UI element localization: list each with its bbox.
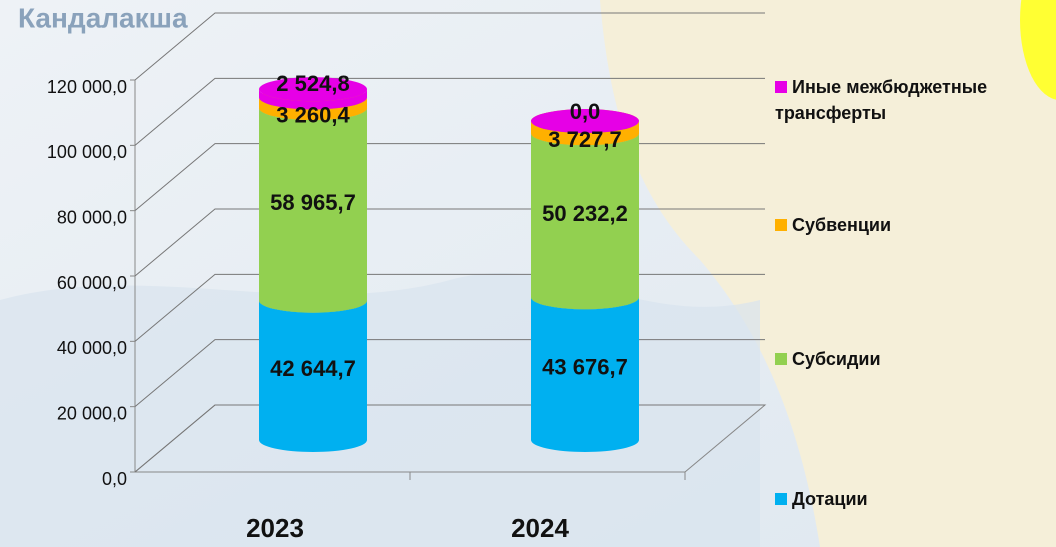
value-label: 3 260,4 [276,103,350,128]
cylinder-segment [259,108,367,313]
legend-entry: Дотации [775,486,1055,512]
legend-label: Иные межбюджетные трансферты [775,77,988,123]
cylinder-segment [259,89,367,110]
cylinder-top [531,109,639,134]
legend-label: Дотации [792,489,868,509]
legend-entry: Иные межбюджетные трансферты [775,74,1055,126]
cylinder-top [259,77,367,102]
cylinder-segment [259,300,367,452]
grid-line [134,12,765,81]
legend-swatch [775,353,787,365]
cylinder-segment [531,133,639,310]
cylinder-segment [531,297,639,452]
value-label: 0,0 [570,99,601,124]
x-tick-label: 2024 [511,513,569,543]
y-tick-label: 40 000,0 [57,338,127,358]
legend-swatch [775,81,787,93]
y-tick-label: 120 000,0 [47,77,127,97]
grid-line [134,77,765,146]
cylinder-segment [531,121,639,146]
y-tick-label: 20 000,0 [57,403,127,423]
legend-label: Субвенции [792,215,892,235]
value-label: 3 727,7 [548,127,621,152]
value-label: 2 524,8 [276,71,349,96]
value-label: 58 965,7 [270,190,356,215]
cylinder-segment [259,97,367,121]
y-tick-label: 100 000,0 [47,142,127,162]
value-label: 50 232,2 [542,201,628,226]
y-tick-label: 60 000,0 [57,273,127,293]
map-land [600,0,1056,547]
map-label: Кандалакша [18,2,188,33]
y-tick-label: 0,0 [102,469,127,489]
legend-swatch [775,493,787,505]
x-tick-label: 2023 [246,513,304,543]
map-shape [1020,0,1056,100]
value-label: 42 644,7 [270,356,356,381]
value-label: 43 676,7 [542,354,628,379]
legend-label: Субсидии [792,349,881,369]
legend-entry: Субвенции [775,212,1055,238]
legend-swatch [775,219,787,231]
y-tick-label: 80 000,0 [57,207,127,227]
legend-entry: Субсидии [775,346,1055,372]
